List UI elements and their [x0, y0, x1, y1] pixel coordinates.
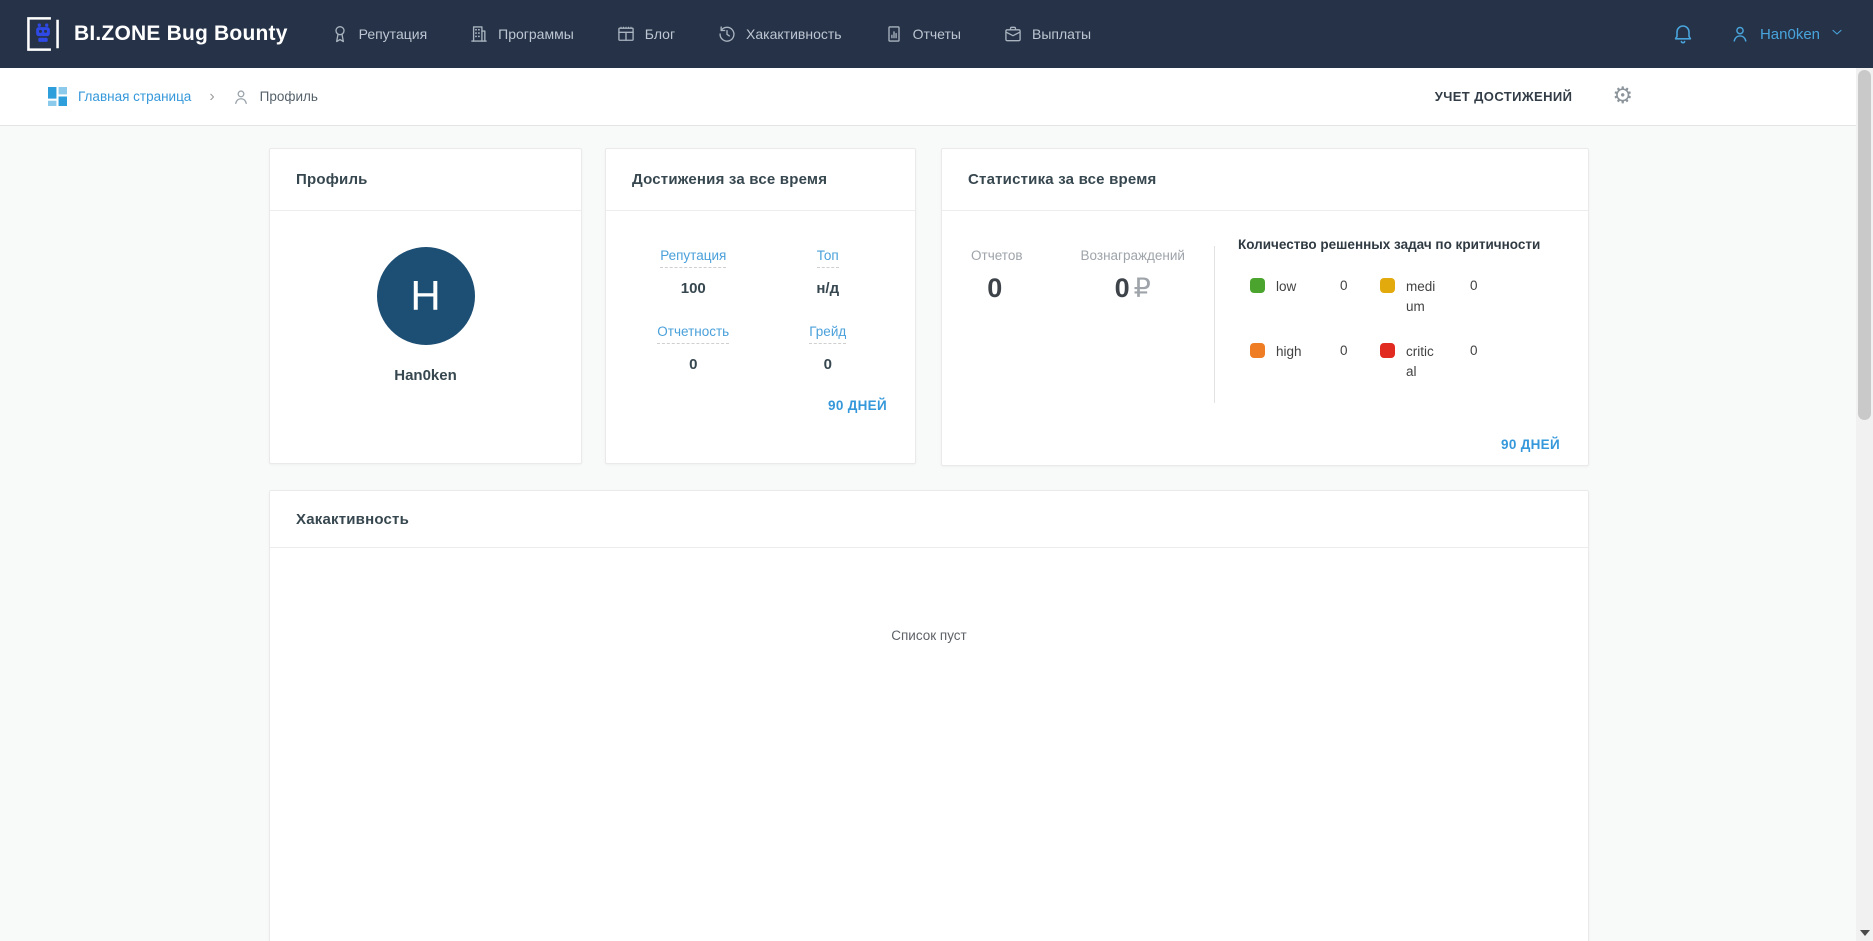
settings-gear-icon[interactable]: ⚙: [1612, 83, 1633, 109]
briefcase-icon: [1005, 26, 1021, 42]
logo[interactable]: BI.ZONE Bug Bounty: [24, 15, 288, 53]
user-menu[interactable]: Han0ken: [1729, 23, 1845, 45]
achievements-grid: Репутация 100 Топ н/д Отчетность 0 Грейд…: [606, 211, 915, 373]
profile-card-body: H Han0ken: [270, 211, 581, 384]
breadcrumb-home-link[interactable]: Главная страница: [78, 89, 192, 104]
breadcrumb-home[interactable]: Главная страница: [48, 87, 191, 106]
statistics-card-header: Статистика за все время: [942, 149, 1588, 211]
severity-swatch-medium: [1380, 278, 1395, 293]
severity-swatch-critical: [1380, 342, 1395, 358]
profile-username: Han0ken: [394, 367, 457, 384]
achievements-card-header: Достижения за все время: [606, 149, 915, 211]
nav-menu: Репутация Программы Блог Хакактивность О…: [330, 24, 1091, 44]
criticality-legend: low 0 medium 0 high 0 critical 0: [1238, 277, 1568, 382]
newspaper-icon: [618, 26, 634, 41]
profile-person-icon: [234, 89, 247, 104]
medal-icon: [334, 25, 345, 43]
legend-item-high: high 0: [1250, 342, 1380, 383]
hackactivity-card: Хакактивность Список пуст: [269, 490, 1589, 941]
severity-swatch-high: [1250, 342, 1265, 358]
breadcrumb-right: УЧЕТ ДОСТИЖЕНИЙ ⚙: [1435, 85, 1633, 108]
hackactivity-card-title: Хакактивность: [296, 510, 410, 528]
avatar: H: [376, 247, 475, 345]
breadcrumb-separator: ›: [209, 87, 215, 105]
stat-top: Топ н/д: [761, 247, 896, 297]
chevron-down-icon: [1829, 24, 1845, 45]
navbar-right: Han0ken: [1671, 22, 1845, 46]
achievements-accounting-link[interactable]: УЧЕТ ДОСТИЖЕНИЙ: [1434, 89, 1573, 104]
vertical-divider: [1214, 246, 1215, 403]
nav-item-blog[interactable]: Блог: [616, 24, 675, 44]
breadcrumb-current: Профиль: [231, 87, 318, 107]
stat-top-label[interactable]: Топ: [816, 248, 839, 268]
bizone-bug-icon: [24, 15, 62, 53]
legend-item-low: low 0: [1250, 277, 1380, 318]
top-navbar: BI.ZONE Bug Bounty Репутация Программы Б…: [0, 0, 1873, 68]
achievements-90-days-link[interactable]: 90 ДНЕЙ: [828, 398, 887, 413]
profile-card: Профиль H Han0ken: [269, 148, 582, 464]
stat-grade-value: 0: [823, 356, 832, 373]
hackactivity-card-header: Хакактивность: [270, 491, 1588, 548]
stat-reputation-value: 100: [680, 280, 706, 297]
scrollbar-down-arrow-icon[interactable]: [1860, 930, 1870, 936]
stat-grade-label[interactable]: Грейд: [809, 324, 847, 344]
breadcrumb-bar: Главная страница › Профиль УЧЕТ ДОСТИЖЕН…: [0, 68, 1873, 126]
nav-item-reports[interactable]: Отчеты: [884, 24, 961, 44]
dashboard-grid-icon: [48, 87, 67, 106]
stat-reporting-label[interactable]: Отчетность: [657, 324, 730, 344]
legend-item-critical: critical 0: [1380, 342, 1510, 383]
profile-card-header: Профиль: [270, 149, 581, 211]
nav-item-hackactivity[interactable]: Хакактивность: [717, 24, 842, 44]
criticality-title: Количество решенных задач по критичности: [1238, 237, 1541, 252]
nav-item-programs[interactable]: Программы: [469, 24, 574, 44]
empty-list-text: Список пуст: [891, 628, 967, 643]
scrollbar-thumb[interactable]: [1858, 70, 1871, 420]
counter-reports-value: 0: [987, 273, 1003, 303]
stat-reputation-label[interactable]: Репутация: [660, 248, 727, 268]
counter-rewards-label: Вознаграждений: [1080, 248, 1185, 263]
history-icon: [719, 26, 735, 42]
logo-text: BI.ZONE Bug Bounty: [74, 22, 288, 45]
criticality-section: Количество решенных задач по критичности…: [1238, 237, 1568, 382]
statistics-card-title: Статистика за все время: [968, 171, 1157, 188]
username: Han0ken: [1759, 25, 1820, 43]
profile-card-title: Профиль: [296, 171, 368, 188]
ruble-sign: ₽: [1133, 273, 1151, 304]
nav-item-payouts[interactable]: Выплаты: [1003, 24, 1091, 44]
legend-item-medium: medium 0: [1380, 277, 1510, 318]
stat-grade: Грейд 0: [761, 323, 896, 373]
severity-swatch-low: [1250, 278, 1265, 293]
achievements-card-title: Достижения за все время: [632, 171, 828, 188]
counter-reports: Отчетов 0: [971, 248, 1023, 304]
report-document-icon: [887, 26, 900, 42]
counter-rewards-value: 0 ₽: [1114, 273, 1151, 304]
stat-reporting-value: 0: [689, 356, 698, 373]
counter-reports-label: Отчетов: [971, 248, 1023, 263]
vertical-scrollbar[interactable]: [1856, 68, 1873, 941]
notifications-bell-icon[interactable]: [1671, 22, 1695, 46]
statistics-90-days-link[interactable]: 90 ДНЕЙ: [1501, 437, 1560, 452]
stat-reputation: Репутация 100: [626, 247, 761, 297]
nav-item-reputation[interactable]: Репутация: [330, 24, 427, 44]
achievements-card: Достижения за все время Репутация 100 То…: [605, 148, 916, 464]
stat-top-value: н/д: [816, 280, 840, 297]
user-icon: [1733, 26, 1747, 42]
building-icon: [471, 26, 487, 42]
stat-reporting: Отчетность 0: [626, 323, 761, 373]
statistics-card-body: Отчетов 0 Вознаграждений 0 ₽ Количество р…: [942, 211, 1588, 465]
statistics-counters: Отчетов 0 Вознаграждений 0 ₽: [942, 211, 1214, 304]
breadcrumb-current-label: Профиль: [259, 89, 318, 104]
counter-rewards: Вознаграждений 0 ₽: [1081, 248, 1185, 304]
statistics-card: Статистика за все время Отчетов 0 Вознаг…: [941, 148, 1589, 466]
